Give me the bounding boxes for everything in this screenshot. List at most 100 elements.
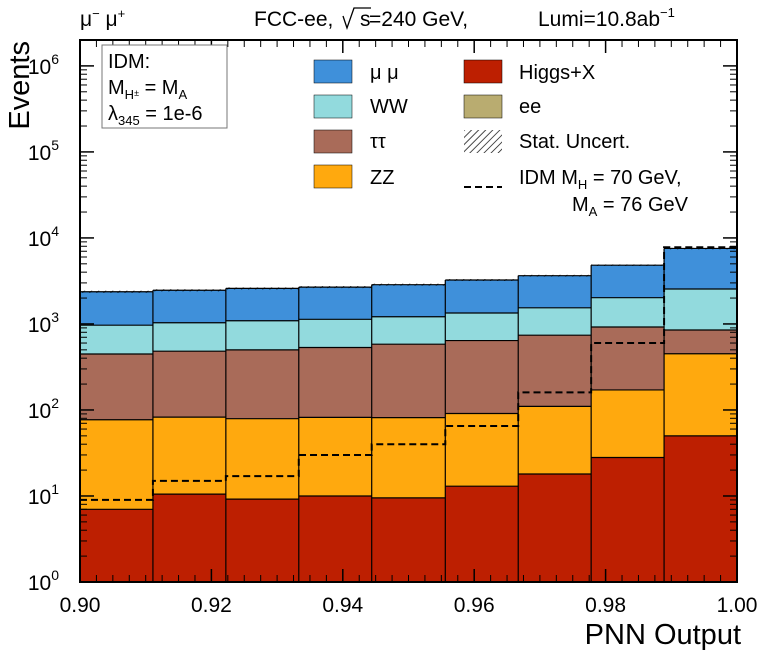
y-axis-label: Events (4, 41, 36, 130)
idm-signal-line (80, 246, 737, 582)
idm-mass-relation: MH± = MA (108, 77, 187, 102)
bar-ww-bin-5 (445, 312, 519, 341)
bar-ww-bin-8 (664, 288, 737, 331)
x-tick-label: 1.00 (717, 594, 758, 617)
legend-label-zz: ZZ (370, 167, 394, 189)
sqrt-icon (342, 7, 371, 31)
idm-lambda: λ345 = 1e-6 (108, 103, 203, 128)
bar-mumu-bin-6 (518, 275, 592, 308)
x-tick-label: 0.90 (60, 594, 101, 617)
sqrt-s-label: s (360, 8, 371, 31)
bar-higgsx-bin-3 (298, 495, 372, 582)
bar-higgsx-bin-5 (445, 486, 519, 582)
bar-mumu-bin-0 (80, 291, 153, 326)
experiment-name: FCC-ee, (254, 8, 333, 31)
bar-higgsx-bin-8 (664, 435, 737, 582)
bar-mumu-bin-2 (225, 288, 299, 321)
legend-item-tautau: ττ (313, 129, 386, 154)
legend-label-stat-uncert: Stat. Uncert. (519, 131, 630, 153)
bar-higgsx-bin-6 (518, 474, 592, 582)
bar-mumu-bin-7 (591, 265, 665, 298)
y-tick-label: 102 (28, 395, 59, 423)
bar-mumu-bin-1 (152, 290, 226, 323)
legend-swatch-stat-uncert (464, 130, 502, 153)
bar-mumu-bin-3 (298, 287, 372, 320)
bar-tautau-bin-8 (664, 330, 737, 354)
x-axis-label: PNN Output (585, 619, 741, 651)
legend-item-ww: WW (313, 94, 408, 119)
bar-zz-bin-5 (445, 413, 519, 487)
x-tick-label: 0.94 (322, 594, 363, 617)
y-tick-exponent: 3 (51, 309, 59, 325)
y-tick-exponent: 1 (51, 481, 59, 497)
bar-tautau-bin-0 (80, 354, 153, 420)
legend-label-ee: ee (519, 96, 541, 118)
bar-tautau-bin-1 (152, 351, 226, 418)
legend-label-tautau: ττ (370, 131, 386, 153)
y-tick-label: 100 (28, 567, 59, 595)
bar-higgsx-bin-4 (371, 497, 446, 582)
bar-mumu-bin-4 (371, 284, 446, 317)
legend-label-idm-line2: MA = 76 GeV (572, 194, 689, 219)
legend-swatch-mumu (313, 59, 353, 84)
bar-ww-bin-7 (591, 297, 665, 328)
bar-zz-bin-4 (371, 417, 446, 498)
legend-item-idm-signal: IDM MH = 70 GeV, MA = 76 GeV (464, 167, 689, 219)
y-tick-label: 106 (28, 51, 59, 79)
idm-title: IDM: (108, 51, 150, 73)
y-tick-exponent: 2 (51, 395, 59, 411)
y-tick-exponent: 4 (51, 223, 59, 239)
legend-swatch-tautau (313, 129, 353, 154)
bar-higgsx-bin-2 (225, 499, 299, 582)
legend-item-stat-uncert: Stat. Uncert. (464, 130, 630, 153)
bar-higgsx-bin-1 (152, 494, 226, 582)
bar-mumu-bin-8 (664, 248, 737, 289)
bar-tautau-bin-5 (445, 340, 519, 414)
bar-tautau-bin-2 (225, 349, 299, 419)
bar-higgsx-bin-7 (591, 457, 665, 582)
bar-ww-bin-2 (225, 320, 299, 350)
bar-ww-bin-4 (371, 316, 446, 345)
bar-ww-bin-3 (298, 319, 372, 348)
energy-label: =240 GeV, (369, 8, 468, 31)
y-tick-exponent: 0 (51, 567, 59, 583)
y-tick-label: 105 (28, 137, 59, 165)
legend-swatch-ee (463, 94, 503, 119)
bar-ww-bin-1 (152, 322, 226, 352)
bar-zz-bin-3 (298, 417, 372, 496)
channel-label: μ− μ+ (80, 6, 125, 31)
bar-tautau-bin-7 (591, 327, 665, 390)
legend-swatch-ww (313, 94, 353, 119)
bar-ww-bin-6 (518, 307, 592, 336)
y-tick-label: 101 (28, 481, 59, 509)
idm-parameter-box: IDM: MH± = MA λ345 = 1e-6 (101, 44, 228, 129)
x-tick-label: 0.92 (191, 594, 232, 617)
legend-label-mumu: μ μ (370, 62, 399, 84)
experiment-header: FCC-ee, s =240 GeV, Lumi=10.8ab−1 (254, 5, 675, 31)
y-tick-exponent: 6 (51, 51, 59, 67)
bar-zz-bin-6 (518, 406, 592, 475)
stacked-bars (80, 248, 737, 582)
legend-label-ww: WW (370, 96, 408, 118)
y-tick-exponent: 5 (51, 137, 59, 153)
stack-outline (80, 247, 737, 582)
legend-swatch-zz (313, 164, 353, 189)
bar-tautau-bin-3 (298, 347, 372, 418)
bar-zz-bin-2 (225, 418, 299, 500)
bar-higgsx-bin-0 (80, 509, 153, 582)
x-tick-label: 0.96 (454, 594, 495, 617)
legend-item-zz: ZZ (313, 164, 394, 189)
bar-zz-bin-8 (664, 353, 737, 436)
legend-item-ee: ee (463, 94, 541, 119)
y-tick-label: 103 (28, 309, 59, 337)
y-tick-label: 104 (28, 223, 59, 251)
bar-mumu-bin-5 (445, 280, 519, 313)
idm-signal-path (80, 246, 737, 582)
legend-item-mumu: μ μ (313, 59, 399, 84)
bar-zz-bin-7 (591, 389, 665, 458)
bar-tautau-bin-4 (371, 344, 446, 418)
x-tick-label: 0.98 (585, 594, 626, 617)
legend: μ μ WW ττ ZZ Higgs+X ee Stat. Uncert. I (313, 59, 689, 219)
lumi-label: Lumi=10.8ab−1 (538, 5, 675, 31)
